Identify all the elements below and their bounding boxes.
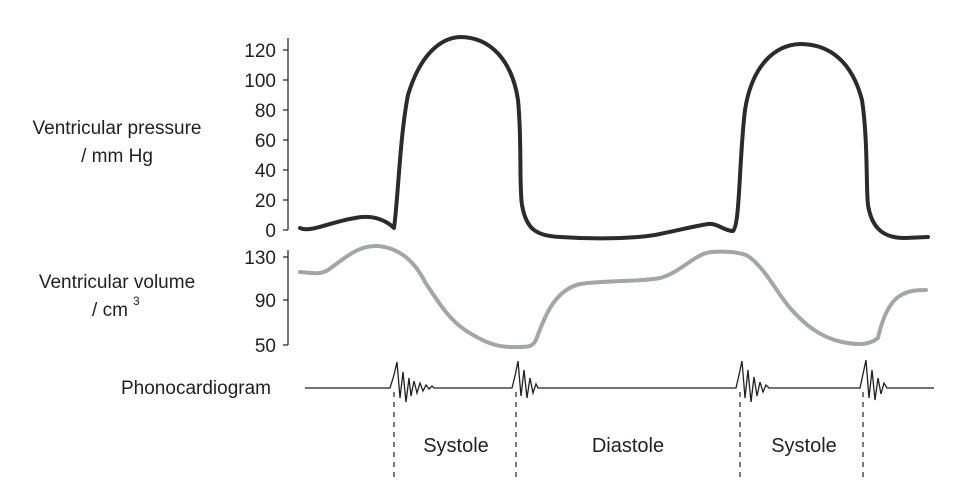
volume-label-superscript: 3 [133, 294, 140, 308]
phase-label-systole-1: Systole [423, 435, 489, 457]
pressure-tick-label-0: 0 [265, 221, 276, 242]
volume-axis: 130 90 50 [244, 248, 289, 357]
volume-tick-label-130: 130 [244, 248, 276, 269]
phase-label-systole-2: Systole [771, 435, 837, 457]
pressure-label-line1: Ventricular pressure [33, 118, 202, 139]
volume-tick-label-90: 90 [255, 291, 276, 312]
phonocardiogram-label: Phonocardiogram [121, 378, 271, 399]
phase-label-diastole: Diastole [592, 435, 664, 457]
pressure-label-line2: / mm Hg [81, 146, 153, 167]
pressure-tick-label-20: 20 [255, 191, 276, 212]
pressure-axis: 0 20 40 60 80 100 120 [244, 38, 289, 242]
phonocardiogram-trace [305, 359, 934, 403]
pressure-curve [298, 35, 930, 241]
volume-label-line2: / cm [92, 300, 128, 321]
pressure-tick-label-60: 60 [255, 131, 276, 152]
pressure-tick-label-100: 100 [244, 71, 276, 92]
volume-tick-label-50: 50 [255, 336, 276, 357]
pressure-tick-label-120: 120 [244, 41, 276, 62]
volume-curve [298, 243, 928, 350]
phase-dividers [393, 392, 864, 478]
pressure-tick-label-40: 40 [255, 161, 276, 182]
pressure-tick-label-80: 80 [255, 101, 276, 122]
volume-label-line1: Ventricular volume [39, 272, 195, 293]
